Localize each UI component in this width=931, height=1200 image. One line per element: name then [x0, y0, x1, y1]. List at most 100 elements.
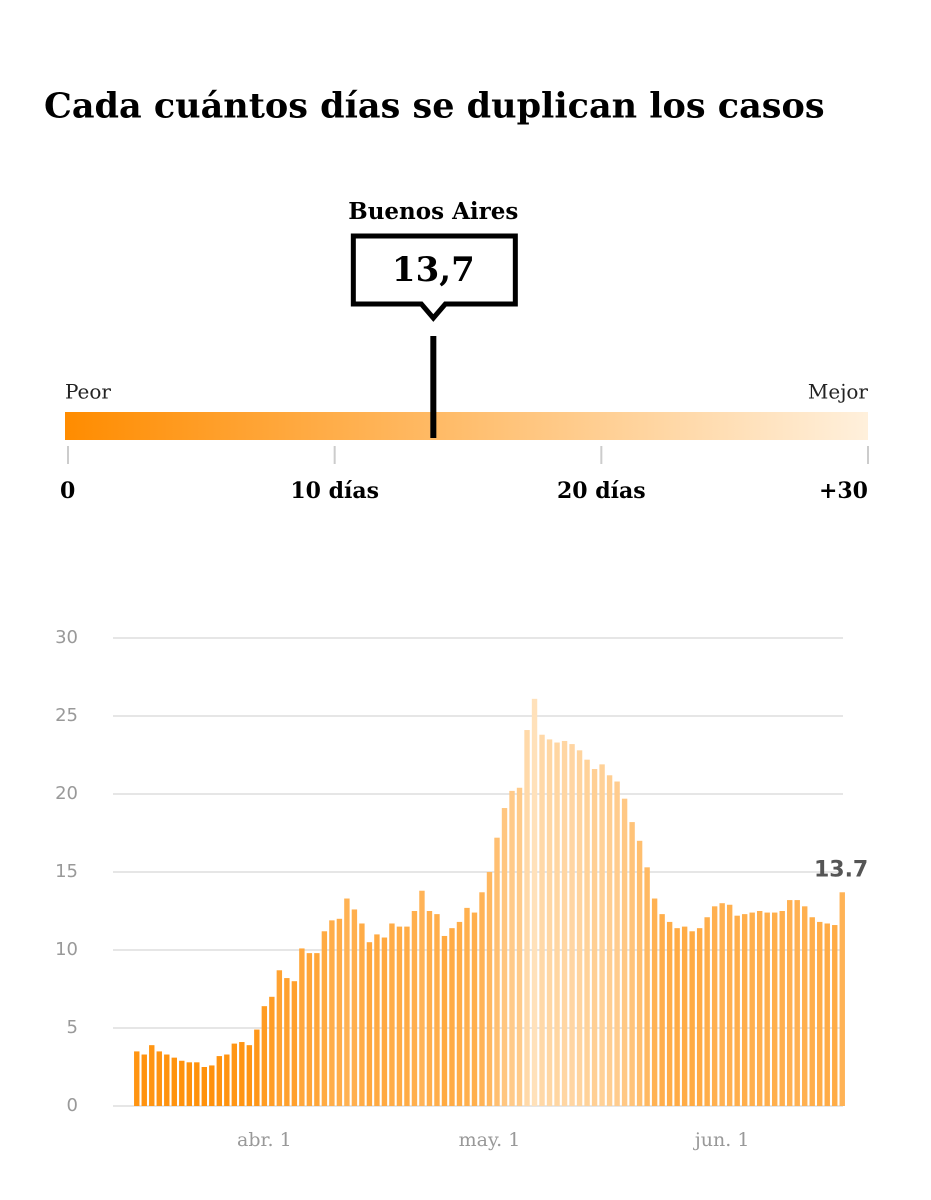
- bar: [809, 917, 815, 1106]
- bar: [276, 970, 283, 1106]
- bar: [824, 923, 830, 1106]
- bar: [254, 1029, 260, 1106]
- bar: [389, 923, 395, 1106]
- bar: [164, 1054, 170, 1106]
- bar: [621, 798, 628, 1106]
- bar: [336, 918, 343, 1106]
- bar: [787, 900, 793, 1106]
- bar: [509, 790, 515, 1106]
- tick-label: 0: [60, 478, 75, 504]
- bar: [531, 698, 538, 1106]
- bar: [291, 981, 298, 1106]
- bar: [554, 742, 560, 1106]
- bar: [689, 931, 695, 1106]
- bar: [306, 953, 313, 1106]
- bar: [606, 775, 613, 1106]
- bar: [374, 934, 380, 1106]
- bar: [651, 898, 658, 1106]
- bar: [561, 740, 568, 1106]
- tick-label: +30: [819, 478, 868, 504]
- bar: [224, 1054, 230, 1106]
- bar: [441, 935, 448, 1106]
- gauge-bar: [65, 412, 868, 440]
- bar: [456, 921, 463, 1106]
- tick-label: 10 días: [290, 478, 379, 504]
- bar: [479, 892, 485, 1106]
- bar: [584, 759, 590, 1106]
- bar-chart: 0 5 10 15 20 25 30 abr. 1 may. 1 jun. 1 13.7: [55, 627, 868, 1151]
- bar: [156, 1051, 162, 1106]
- y-tick-label: 15: [55, 861, 78, 882]
- bar: [426, 911, 433, 1106]
- bar: [486, 872, 493, 1106]
- y-tick-label: 0: [67, 1095, 78, 1116]
- bar: [696, 928, 703, 1106]
- value-label: 13.7: [814, 857, 868, 882]
- x-tick-label: may. 1: [459, 1129, 521, 1151]
- bar: [539, 734, 545, 1106]
- callout-box: [350, 233, 518, 322]
- bar: [419, 890, 425, 1106]
- bar: [779, 911, 785, 1106]
- bar: [569, 744, 575, 1106]
- bar: [149, 1045, 155, 1106]
- bar: [576, 750, 583, 1106]
- bar: [704, 917, 710, 1106]
- bar: [314, 953, 320, 1106]
- bar: [726, 904, 733, 1106]
- bar: [711, 906, 718, 1106]
- bar: [749, 912, 755, 1106]
- gauge-right-label: Mejor: [808, 380, 869, 404]
- bar: [629, 822, 635, 1106]
- bar: [644, 867, 650, 1106]
- y-tick-label: 30: [55, 627, 78, 648]
- page-title: Cada cuántos días se duplican los casos: [44, 86, 825, 127]
- bar: [817, 921, 823, 1106]
- bar: [194, 1062, 200, 1106]
- bar: [471, 912, 478, 1106]
- bar: [411, 911, 418, 1106]
- bar: [741, 914, 748, 1106]
- y-tick-label: 5: [67, 1017, 78, 1038]
- x-tick-label: jun. 1: [693, 1129, 750, 1151]
- bar: [344, 898, 350, 1106]
- gauge-left-label: Peor: [65, 380, 111, 404]
- bar: [599, 764, 605, 1106]
- bar: [216, 1056, 223, 1106]
- bar: [246, 1045, 253, 1106]
- bar: [802, 906, 808, 1106]
- bar: [209, 1065, 215, 1106]
- bar: [396, 926, 403, 1106]
- bar: [239, 1042, 245, 1106]
- bar: [366, 942, 373, 1106]
- bar: [404, 926, 410, 1106]
- gauge: Peor Mejor 0 10 días 20 días +30 13,7 Buenos Ai…: [60, 198, 869, 504]
- y-tick-label: 20: [55, 783, 78, 804]
- bar: [381, 937, 388, 1106]
- y-tick-label: 10: [55, 939, 78, 960]
- bar: [494, 837, 500, 1106]
- bar: [329, 920, 335, 1106]
- bar: [501, 808, 508, 1106]
- bar: [681, 926, 688, 1106]
- bar: [771, 912, 778, 1106]
- bar: [359, 923, 365, 1106]
- callout-value: 13,7: [392, 250, 475, 290]
- bar: [524, 730, 530, 1106]
- bar: [794, 900, 800, 1106]
- bar: [546, 739, 553, 1106]
- bar: [179, 1060, 185, 1106]
- bar: [141, 1054, 147, 1106]
- bar: [464, 907, 470, 1106]
- bar: [756, 911, 763, 1106]
- bar: [591, 769, 598, 1106]
- bar: [299, 948, 305, 1106]
- tick-label: 20 días: [557, 478, 646, 504]
- x-tick-label: abr. 1: [237, 1129, 292, 1151]
- bar: [434, 914, 440, 1106]
- bar: [449, 928, 455, 1106]
- bar: [636, 840, 643, 1106]
- bar: [666, 921, 673, 1106]
- bar: [231, 1043, 238, 1106]
